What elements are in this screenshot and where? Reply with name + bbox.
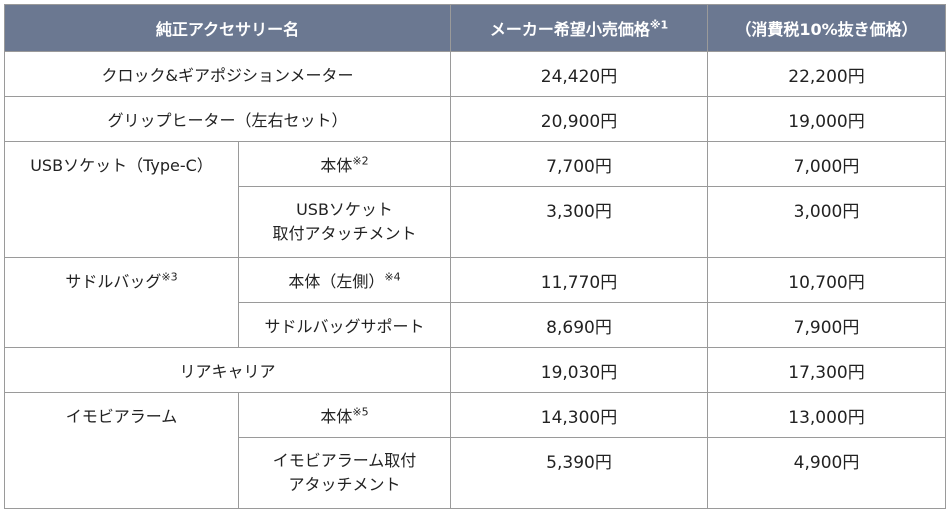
- item-price-tax-excluded: 13,000円: [707, 392, 947, 438]
- header-retail-price: メーカー希望小売価格※1: [450, 4, 709, 52]
- item-price-tax-excluded: 3,000円: [707, 186, 947, 258]
- item-price-tax-excluded: 10,700円: [707, 257, 947, 303]
- item-price: 11,770円: [450, 257, 709, 303]
- table-row: USBソケット（Type-C） 本体※2 7,700円 7,000円: [4, 141, 947, 258]
- item-price-tax-excluded: 7,900円: [707, 302, 947, 348]
- header-tax-excluded: （消費税10%抜き価格）: [707, 4, 947, 52]
- item-price-tax-excluded: 7,000円: [707, 141, 947, 187]
- group-name: USBソケット（Type-C）: [4, 141, 239, 258]
- item-name: USBソケット 取付アタッチメント: [237, 186, 452, 258]
- item-name: グリップヒーター（左右セット）: [3, 96, 452, 142]
- item-price: 3,300円: [450, 186, 709, 258]
- item-name: 本体（左側）※4: [237, 257, 452, 303]
- table-row: USBソケット 取付アタッチメント 3,300円 3,000円: [5, 186, 947, 258]
- group-name: サドルバッグ※3: [4, 257, 239, 348]
- table-row: グリップヒーター（左右セット） 20,900円 19,000円: [3, 96, 947, 142]
- item-price-tax-excluded: 22,200円: [707, 51, 947, 97]
- header-accessory-name: 純正アクセサリー名: [3, 4, 452, 52]
- item-price: 7,700円: [450, 141, 709, 187]
- table-row: サドルバッグ※3 本体（左側）※4 11,770円 10,700円: [4, 257, 947, 348]
- item-price: 14,300円: [450, 392, 709, 438]
- header-row: 純正アクセサリー名 メーカー希望小売価格※1 （消費税10%抜き価格）: [3, 4, 947, 52]
- table-row: サドルバッグサポート 8,690円 7,900円: [5, 302, 947, 348]
- item-price-tax-excluded: 19,000円: [707, 96, 947, 142]
- table-row: リアキャリア 19,030円 17,300円: [3, 347, 947, 393]
- item-name: イモビアラーム取付 アタッチメント: [237, 437, 452, 509]
- item-price: 20,900円: [450, 96, 709, 142]
- accessory-price-table: 純正アクセサリー名 メーカー希望小売価格※1 （消費税10%抜き価格） クロック…: [3, 4, 947, 509]
- item-name: 本体※5: [237, 392, 452, 438]
- item-price-tax-excluded: 17,300円: [707, 347, 947, 393]
- item-price: 24,420円: [450, 51, 709, 97]
- item-name: サドルバッグサポート: [237, 302, 452, 348]
- item-price: 8,690円: [450, 302, 709, 348]
- table-row: イモビアラーム 本体※5 14,300円 13,000円: [4, 392, 947, 509]
- item-price: 19,030円: [450, 347, 709, 393]
- table-row: イモビアラーム取付 アタッチメント 5,390円 4,900円: [5, 437, 947, 509]
- table-row: クロック&ギアポジションメーター 24,420円 22,200円: [3, 51, 947, 97]
- item-price-tax-excluded: 4,900円: [707, 437, 947, 509]
- item-price: 5,390円: [450, 437, 709, 509]
- item-name: 本体※2: [237, 141, 452, 187]
- item-name: クロック&ギアポジションメーター: [3, 51, 452, 97]
- group-name: イモビアラーム: [4, 392, 239, 509]
- item-name: リアキャリア: [3, 347, 452, 393]
